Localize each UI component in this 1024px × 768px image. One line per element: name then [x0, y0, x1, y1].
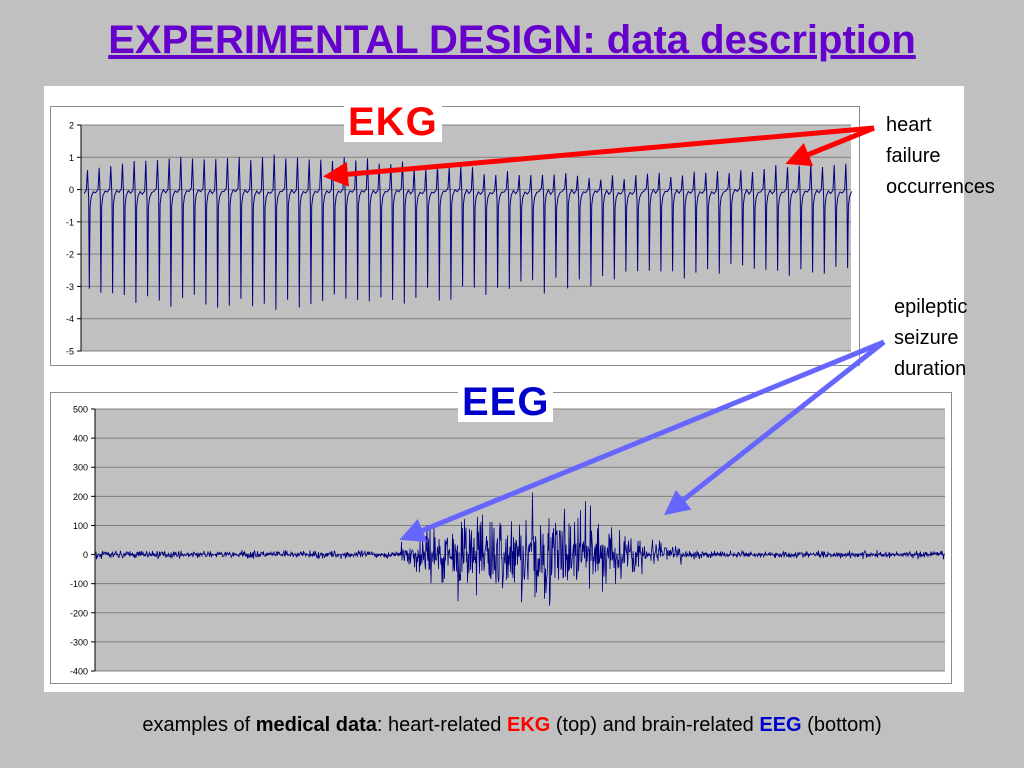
caption-text: (top) and brain-related — [550, 714, 760, 736]
ekg-plot: 2 1 0 -1 -2 -3 -4 -5 — [66, 121, 853, 357]
y-tick-label: 400 — [73, 434, 88, 444]
annotation-line: duration — [894, 358, 967, 380]
y-tick-label: 0 — [83, 550, 88, 560]
y-tick-label: -100 — [70, 579, 88, 589]
y-tick-label: -2 — [66, 250, 74, 260]
annotation-line: occurrences — [886, 176, 995, 198]
y-tick-label: -5 — [66, 347, 74, 357]
y-tick-label: -4 — [66, 314, 74, 324]
y-tick-label: 500 — [73, 405, 88, 415]
ekg-chart: 2 1 0 -1 -2 -3 -4 -5 — [50, 106, 860, 366]
annotation-line: heart — [886, 114, 932, 136]
ekg-series-line — [83, 154, 853, 310]
annotation-line: seizure — [894, 327, 959, 349]
slide-caption: examples of medical data: heart-related … — [0, 714, 1024, 737]
caption-text: : heart-related — [376, 714, 507, 736]
heart-failure-annotation: heart failure occurrences — [886, 110, 995, 203]
y-tick-label: 100 — [73, 521, 88, 531]
y-tick-label: -400 — [70, 667, 88, 677]
y-tick-label: 0 — [69, 185, 74, 195]
eeg-chart: 500 400 300 200 100 0 -100 -200 -300 -400 — [50, 392, 952, 684]
y-tick-label: 1 — [69, 153, 74, 163]
plot-area — [81, 125, 851, 351]
annotation-line: epileptic — [894, 296, 968, 318]
charts-panel: 2 1 0 -1 -2 -3 -4 -5 EKG 500 400 300 200 100 0 -100 -2… — [44, 86, 964, 692]
ekg-label: EKG — [344, 102, 442, 142]
y-tick-label: 300 — [73, 463, 88, 473]
caption-text: (bottom) — [801, 714, 882, 736]
y-tick-label: -3 — [66, 282, 74, 292]
y-tick-label: -300 — [70, 637, 88, 647]
y-tick-label: 200 — [73, 492, 88, 502]
annotation-line: failure — [886, 145, 941, 167]
caption-text: examples of — [142, 714, 256, 736]
caption-bold: medical data — [255, 714, 377, 736]
eeg-label: EEG — [458, 382, 554, 422]
y-tick-label: -1 — [66, 217, 74, 227]
y-tick-label: -200 — [70, 608, 88, 618]
eeg-plot: 500 400 300 200 100 0 -100 -200 -300 -400 — [70, 405, 945, 677]
seizure-duration-annotation: epileptic seizure duration — [894, 292, 967, 385]
slide-title: EXPERIMENTAL DESIGN: data description — [108, 18, 916, 62]
caption-eeg: EEG — [759, 714, 802, 736]
caption-ekg: EKG — [507, 714, 551, 736]
y-tick-label: 2 — [69, 121, 74, 131]
